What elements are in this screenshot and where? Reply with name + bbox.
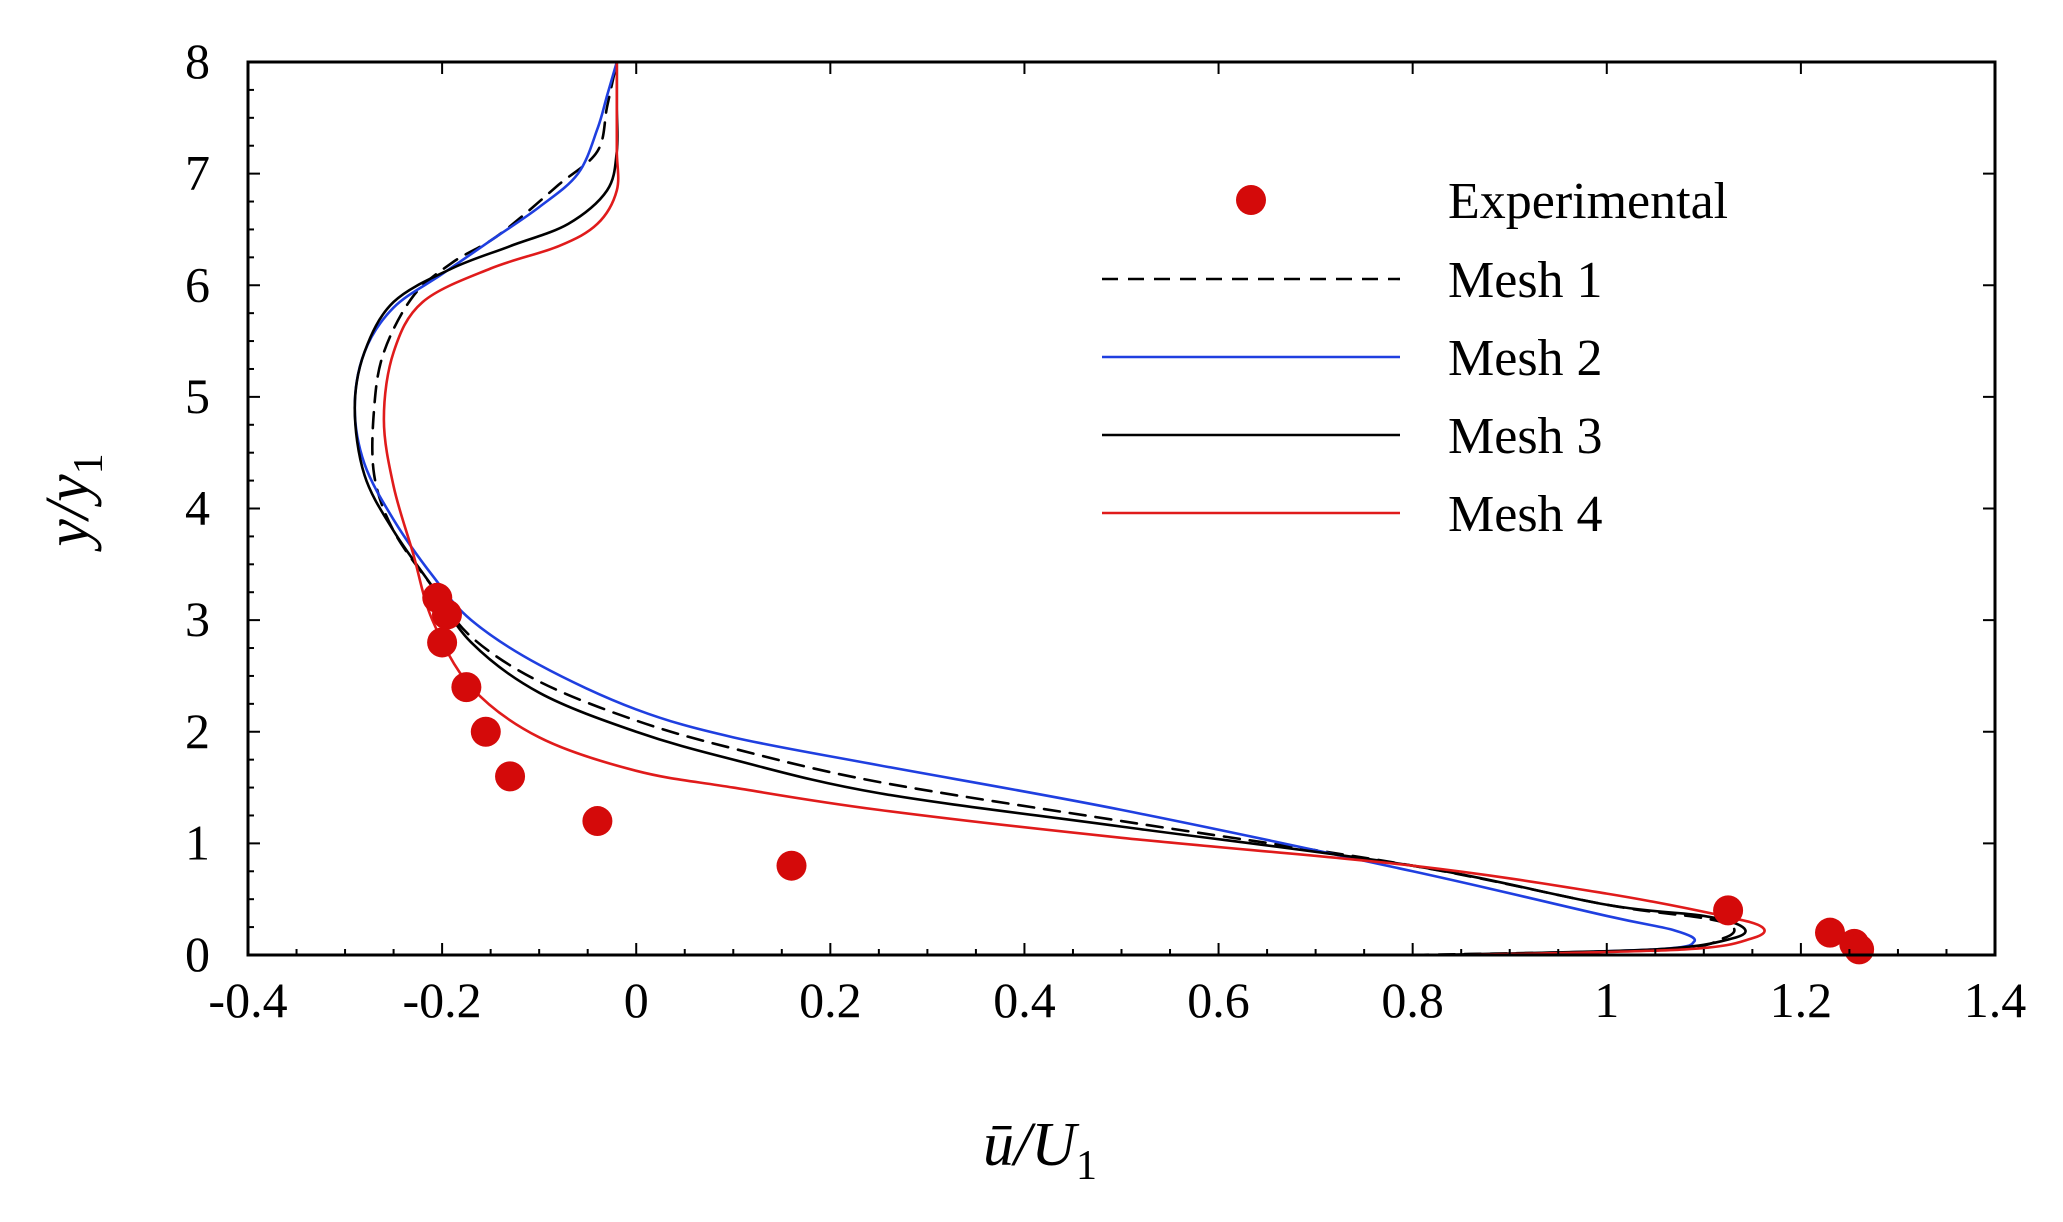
experimental-point <box>427 627 458 658</box>
experimental-point <box>470 716 501 747</box>
experimental-point <box>582 806 613 837</box>
experimental-point <box>1713 895 1744 926</box>
y-tick-label: 3 <box>185 591 210 647</box>
y-tick-label: 7 <box>185 145 210 201</box>
legend: Experimental Mesh 1 Mesh 2 Mesh 3 Mesh 4 <box>1102 173 1728 543</box>
experimental-point <box>1815 917 1846 948</box>
x-tick-label: 0.8 <box>1381 972 1444 1028</box>
y-tick-label: 4 <box>185 480 210 536</box>
y-tick-label: 1 <box>185 814 210 870</box>
x-tick-label: 0.6 <box>1187 972 1250 1028</box>
x-tick-label: 0.2 <box>799 972 862 1028</box>
experimental-point <box>776 850 807 881</box>
x-axis-title: ū/U1 <box>983 1111 1097 1189</box>
legend-item-mesh-3: Mesh 3 <box>1102 408 1603 465</box>
y-axis-title: y/y1 <box>34 453 112 552</box>
legend-marker <box>1236 185 1266 215</box>
x-tick-label: 0.4 <box>993 972 1056 1028</box>
y-axis: 0 1 2 3 4 5 6 7 8 <box>185 33 1995 982</box>
x-tick-label: 1.2 <box>1770 972 1833 1028</box>
series-mesh-3 <box>353 60 1747 957</box>
experimental-point <box>495 761 526 792</box>
legend-item-experimental: Experimental <box>1236 173 1728 230</box>
y-tick-label: 5 <box>185 368 210 424</box>
x-tick-label: -0.2 <box>403 972 482 1028</box>
series-mesh-4 <box>382 60 1766 957</box>
x-tick-label: 1.4 <box>1964 972 2027 1028</box>
experimental-markers <box>422 582 1875 965</box>
x-axis: -0.4 -0.2 0 0.2 0.4 0.6 0.8 1 1.2 1.4 <box>208 62 2026 1028</box>
experimental-point <box>431 599 462 630</box>
x-tick-label: 1 <box>1594 972 1619 1028</box>
x-tick-label: -0.4 <box>208 972 287 1028</box>
legend-label: Mesh 4 <box>1448 486 1603 543</box>
legend-label: Mesh 2 <box>1448 330 1603 387</box>
series-layer <box>353 60 1766 957</box>
legend-label: Experimental <box>1448 173 1728 230</box>
x-tick-label: 0 <box>624 972 649 1028</box>
experimental-point <box>1844 934 1875 965</box>
legend-item-mesh-4: Mesh 4 <box>1102 486 1603 543</box>
experimental-point <box>451 672 482 703</box>
y-tick-label: 2 <box>185 703 210 759</box>
legend-item-mesh-2: Mesh 2 <box>1102 330 1603 387</box>
series-mesh-2 <box>353 60 1697 957</box>
y-tick-label: 8 <box>185 33 210 89</box>
legend-label: Mesh 1 <box>1448 252 1603 309</box>
legend-item-mesh-1: Mesh 1 <box>1102 252 1603 309</box>
y-tick-label: 6 <box>185 256 210 312</box>
y-tick-label: 0 <box>185 926 210 982</box>
legend-label: Mesh 3 <box>1448 408 1603 465</box>
